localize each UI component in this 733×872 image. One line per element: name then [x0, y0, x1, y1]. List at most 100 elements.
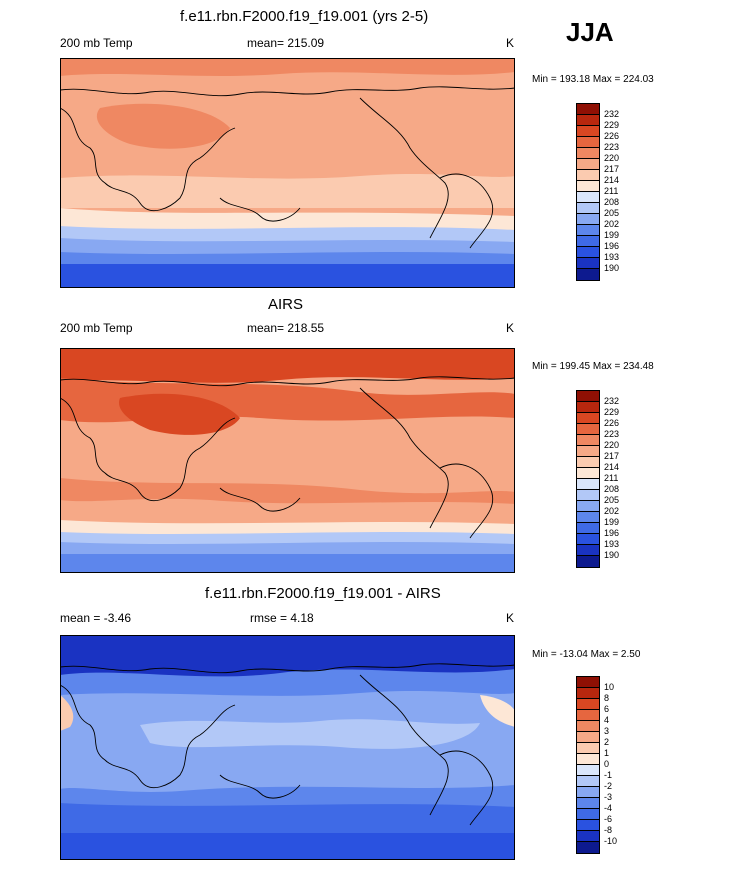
panel1-colorbar-tick-label: 190	[604, 263, 620, 273]
panel2-colorbar-tick-label: 220	[604, 440, 620, 450]
panel1-colorbar	[576, 103, 600, 281]
panel2-colorbar-segment	[577, 468, 599, 479]
panel3-colorbar-tick-label: 3	[604, 726, 610, 736]
panel1-colorbar-segment	[577, 115, 599, 126]
panel1-coastlines	[60, 86, 515, 249]
panel2-colorbar-segment	[577, 534, 599, 545]
panel2-colorbar-segment	[577, 446, 599, 457]
panel2-mean-label: mean= 218.55	[247, 321, 325, 335]
panel1-colorbar-segment	[577, 247, 599, 258]
panel2-colorbar-tick-label: 193	[604, 539, 620, 549]
panel3-band-warm-west	[60, 695, 74, 731]
panel1-band-north	[60, 58, 515, 76]
panel2-minmax: Min = 199.45 Max = 234.48	[532, 361, 654, 372]
panel2-colorbar-tick-label: 211	[604, 473, 619, 483]
panel1-frame	[60, 58, 515, 288]
panel3-colorbar-segment	[577, 820, 599, 831]
panel3-colorbar-tick-label: -8	[604, 825, 613, 835]
panel2-colorbar-segment	[577, 501, 599, 512]
panel1-colorbar-tick-label: 205	[604, 208, 620, 218]
panel1-colorbar-segment	[577, 203, 599, 214]
panel3-title: f.e11.rbn.F2000.f19_f19.001 - AIRS	[205, 585, 441, 602]
panel2-left-label: 200 mb Temp	[60, 321, 133, 335]
panel3-colorbar-tick-label: -2	[604, 781, 613, 791]
panel1-colorbar-segment	[577, 269, 599, 280]
panel1-colorbar-segment	[577, 181, 599, 192]
panel3-band-tropic-light	[140, 719, 480, 749]
panel2-map-svg	[60, 348, 515, 573]
panel3-colorbar-tick-label: -3	[604, 792, 613, 802]
panel1-colorbar-tick-label: 202	[604, 219, 620, 229]
panel1-title: f.e11.rbn.F2000.f19_f19.001 (yrs 2-5)	[180, 8, 429, 25]
panel2-colorbar-tick-label: 196	[604, 528, 620, 538]
panel2-colorbar-segment	[577, 457, 599, 468]
panel1-colorbar-tick-label: 223	[604, 142, 620, 152]
panel3-colorbar	[576, 676, 600, 854]
panel1-colorbar-segment	[577, 258, 599, 269]
panel3-colorbar-tick-label: -6	[604, 814, 613, 824]
panel3-frame	[60, 635, 515, 860]
panel2-colorbar	[576, 390, 600, 568]
panel2-colorbar-segment	[577, 402, 599, 413]
panel3-rmse-label: rmse = 4.18	[250, 611, 314, 625]
panel2-colorbar-segment	[577, 479, 599, 490]
panel1-map	[60, 58, 515, 288]
panel3-colorbar-segment	[577, 688, 599, 699]
panel3-colorbar-segment	[577, 787, 599, 798]
panel2-colorbar-segment	[577, 545, 599, 556]
panel1-band-subtropic	[60, 174, 515, 208]
panel1-band-asia	[96, 103, 230, 149]
panel3-colorbar-tick-label: -1	[604, 770, 613, 780]
panel3-colorbar-segment	[577, 699, 599, 710]
panel1-colorbar-segment	[577, 225, 599, 236]
panel3-colorbar-segment	[577, 765, 599, 776]
panel2-colorbar-segment	[577, 512, 599, 523]
panel1-colorbar-segment	[577, 236, 599, 247]
panel1-left-label: 200 mb Temp	[60, 36, 133, 50]
panel3-colorbar-segment	[577, 842, 599, 853]
panel2-colorbar-tick-label: 232	[604, 396, 620, 406]
panel2-colorbar-segment	[577, 490, 599, 501]
panel3-colorbar-tick-label: 0	[604, 759, 610, 769]
season-label: JJA	[566, 17, 614, 47]
panel1-colorbar-tick-label: 193	[604, 252, 620, 262]
panel1-colorbar-tick-label: 229	[604, 120, 620, 130]
panel3-colorbar-segment	[577, 809, 599, 820]
panel1-colorbar-tick-label: 211	[604, 186, 619, 196]
panel2-frame	[60, 348, 515, 573]
panel3-colorbar-tick-label: 4	[604, 715, 610, 725]
panel1-band-midlat	[60, 208, 515, 230]
panel1-colorbar-segment	[577, 170, 599, 181]
panel2-title: AIRS	[268, 296, 304, 313]
panel2-band-subtropic	[60, 478, 515, 504]
panel1-colorbar-tick-label: 226	[604, 131, 620, 141]
panel3-colorbar-segment	[577, 743, 599, 754]
panel2-colorbar-segment	[577, 556, 599, 567]
panel2-colorbar-tick-label: 217	[604, 451, 620, 461]
panel2-units-label: K	[506, 321, 515, 335]
panel2-band-s0	[60, 520, 515, 534]
panel3-units-label: K	[506, 611, 515, 625]
panel1-band-s2	[60, 238, 515, 256]
panel2-colorbar-tick-label: 229	[604, 407, 620, 417]
panel3-minmax: Min = -13.04 Max = 2.50	[532, 649, 641, 660]
panel2-band-north1	[60, 348, 515, 383]
panel1-colorbar-segment	[577, 159, 599, 170]
panel1-colorbar-tick-label: 214	[604, 175, 620, 185]
panel1-colorbar-tick-label: 232	[604, 109, 620, 119]
panel2-colorbar-tick-label: 226	[604, 418, 620, 428]
panel3-colorbar-segment	[577, 754, 599, 765]
panel1-colorbar-tick-label: 208	[604, 197, 620, 207]
panel2-colorbar-tick-label: 208	[604, 484, 620, 494]
panel3-map-svg	[60, 635, 515, 860]
panel3-colorbar-tick-label: 2	[604, 737, 610, 747]
panel3-mean-label: mean = -3.46	[60, 611, 132, 625]
panel3-band-north	[60, 635, 515, 677]
panel2-colorbar-tick-label: 205	[604, 495, 620, 505]
panel2-colorbar-segment	[577, 391, 599, 402]
panel2-map	[60, 348, 515, 573]
panel2-colorbar-tick-label: 199	[604, 517, 620, 527]
panel3-band-warm-east	[480, 695, 515, 727]
panel2-band-s3	[60, 554, 515, 573]
panel3-colorbar-tick-label: -4	[604, 803, 613, 813]
